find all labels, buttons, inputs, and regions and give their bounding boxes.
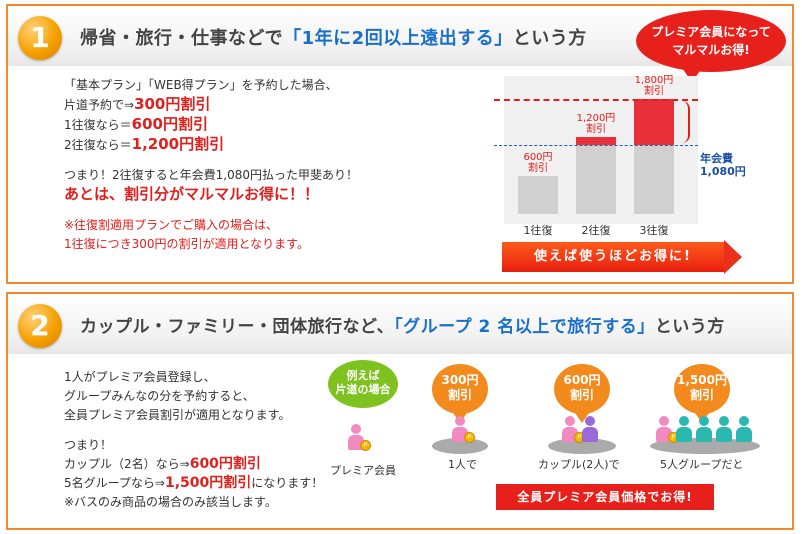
all-premium-price-banner: 全員プレミア会員価格でお得! [496,484,714,510]
premium-bubble-line2: マルマルお得! [672,43,750,57]
discount-group5-label: 5名グループなら⇒ [64,476,165,490]
section-1-title: 帰省・旅行・仕事などで「1年に2回以上遠出する」という方 [80,24,587,50]
group-summary: つまり！ [64,438,113,452]
title-prefix: カップル・ファミリー・団体旅行など、 [80,317,395,337]
chart-bar-base [576,144,616,214]
group-intro-3: 全員プレミア会員割引が適用となります。 [64,408,291,422]
plate-couple [548,438,616,454]
discount-1round-value: 600円割引 [131,115,208,133]
badge-couple-sub: 割引 [569,388,594,402]
person-partner-icon [582,416,598,442]
cloud-line1: 例えば [346,369,380,382]
summary-text: つまり！2往復すると年会費1,080円払った甲斐あり！ [64,168,358,182]
chart-bar-base [518,175,558,214]
premium-bubble: プレミア会員になって マルマルお得! [636,10,786,82]
badge-couple: 600円 割引 [554,364,610,423]
discount-oneway: 片道予約で⇒300円割引 [64,95,210,115]
discount-oneway-label: 片道予約で⇒ [64,98,135,112]
discount-couple-value: 600円割引 [189,456,261,472]
chart-value-sub: 割引 [586,124,606,136]
discount-couple-label: カップル（2名）なら⇒ [64,457,190,471]
discount-group5: 5名グループなら⇒1,500円割引になります！ [64,474,323,493]
annual-fee-value: 1,080円 [700,165,746,178]
title-highlight: 「1年に2回以上遠出する」 [283,28,513,49]
discount-1round: 1往復なら＝600円割引 [64,115,208,135]
intro-text: 「基本プラン」「WEB得プラン」を予約した場合、 [64,78,338,92]
discount-oneway-value: 300円割引 [134,95,211,113]
premium-coin-icon: P [360,440,371,451]
plate-1person [432,438,488,454]
note-line-1: ※往復割適用プランでご購入の場合は、 [64,218,279,232]
badge-1person-amount: 300円 [441,373,479,387]
badge-group5-amount: 1,500円 [677,373,727,387]
badge-couple-amount: 600円 [563,373,601,387]
plate-group5 [650,438,760,454]
discount-couple: カップル（2名）なら⇒600円割引 [64,455,261,474]
cloud-line2: 片道の場合 [335,383,391,396]
section-number-badge: 1 [18,16,62,60]
discount-2round-label: 2往復なら＝ [64,138,132,152]
title-suffix: という方 [654,317,725,337]
annual-fee-label: 年会費 1,080円 [700,152,746,178]
coin-icon: P [464,432,475,443]
premium-bubble-line1: プレミア会員になって [651,25,771,39]
section-2-panel: 2 カップル・ファミリー・団体旅行など、「グループ 2 名以上で旅行する」という… [6,292,794,530]
label-couple: カップル(2人)で [538,458,620,471]
premium-member-label: プレミア会員 [330,464,396,477]
discount-2round: 2往復なら＝1,200円割引 [64,135,224,155]
group-intro-1: 1人がプレミア会員登録し、 [64,370,216,384]
person-group-icon [676,416,692,442]
section-1-panel: 1 帰省・旅行・仕事などで「1年に2回以上遠出する」という方 「基本プラン」「W… [6,4,794,284]
chart-value-label: 1,800円 割引 [624,75,684,97]
section-2-title: カップル・ファミリー・団体旅行など、「グループ 2 名以上で旅行する」という方 [80,312,725,337]
summary-highlight: あとは、割引分がマルマルお得に！！ [64,185,320,203]
chart-category-label: 1往復 [523,224,553,237]
chart-value-sub: 割引 [528,162,548,174]
section-2-header: 2 カップル・ファミリー・団体旅行など、「グループ 2 名以上で旅行する」という… [8,294,792,354]
section-number-badge: 2 [18,304,62,348]
person-group-icon [736,416,752,442]
chart-category-label: 3往復 [639,224,669,237]
chart-bar-base [634,144,674,214]
title-suffix: という方 [512,28,587,49]
badge-1person-sub: 割引 [447,388,472,402]
badge-group5: 1,500円 割引 [674,364,730,423]
title-prefix: 帰省・旅行・仕事などで [80,28,284,49]
excess-brace [682,100,690,143]
chart-value-label: 600円 割引 [508,152,568,174]
group-intro-2: グループみんなの分を予約すると、 [64,389,255,403]
chart-value-amount: 600円 [523,151,553,163]
chart-category-label: 2往復 [581,224,611,237]
person-group-icon [696,416,712,442]
chart-value-sub: 割引 [644,85,664,97]
max-discount-line [494,98,698,101]
chart-value-label: 1,200円 割引 [566,113,626,135]
discount-2round-value: 1,200円割引 [131,135,225,153]
discount-1round-label: 1往復なら＝ [64,118,132,132]
chart-bar-excess [576,137,616,145]
example-oneway-cloud: 例えば 片道の場合 [328,360,398,408]
badge-group5-sub: 割引 [689,388,714,402]
person-group-icon [716,416,732,442]
title-highlight: 「グループ 2 名以上で旅行する」 [394,317,655,337]
label-group5: 5人グループだと [660,458,744,471]
note-line-2: 1往復につき300円の割引が適用となります。 [64,237,309,251]
badge-1person: 300円 割引 [432,364,488,423]
annual-fee-title: 年会費 [700,152,733,165]
chart-value-amount: 1,800円 [634,74,674,86]
label-1person: 1人で [448,458,477,471]
use-more-arrow-banner: 使えば使うほどお得に! [502,240,742,274]
chart-bar-excess [634,98,674,145]
discount-chart: 600円 割引 1,200円 割引 1,800円 割引 [494,75,698,224]
annual-fee-line [494,144,698,146]
bus-only-note: ※バスのみ商品の場合のみ該当します。 [64,495,277,509]
chart-value-amount: 1,200円 [576,113,616,125]
discount-group5-suffix: になります！ [251,476,324,490]
discount-group5-value: 1,500円割引 [164,475,252,491]
